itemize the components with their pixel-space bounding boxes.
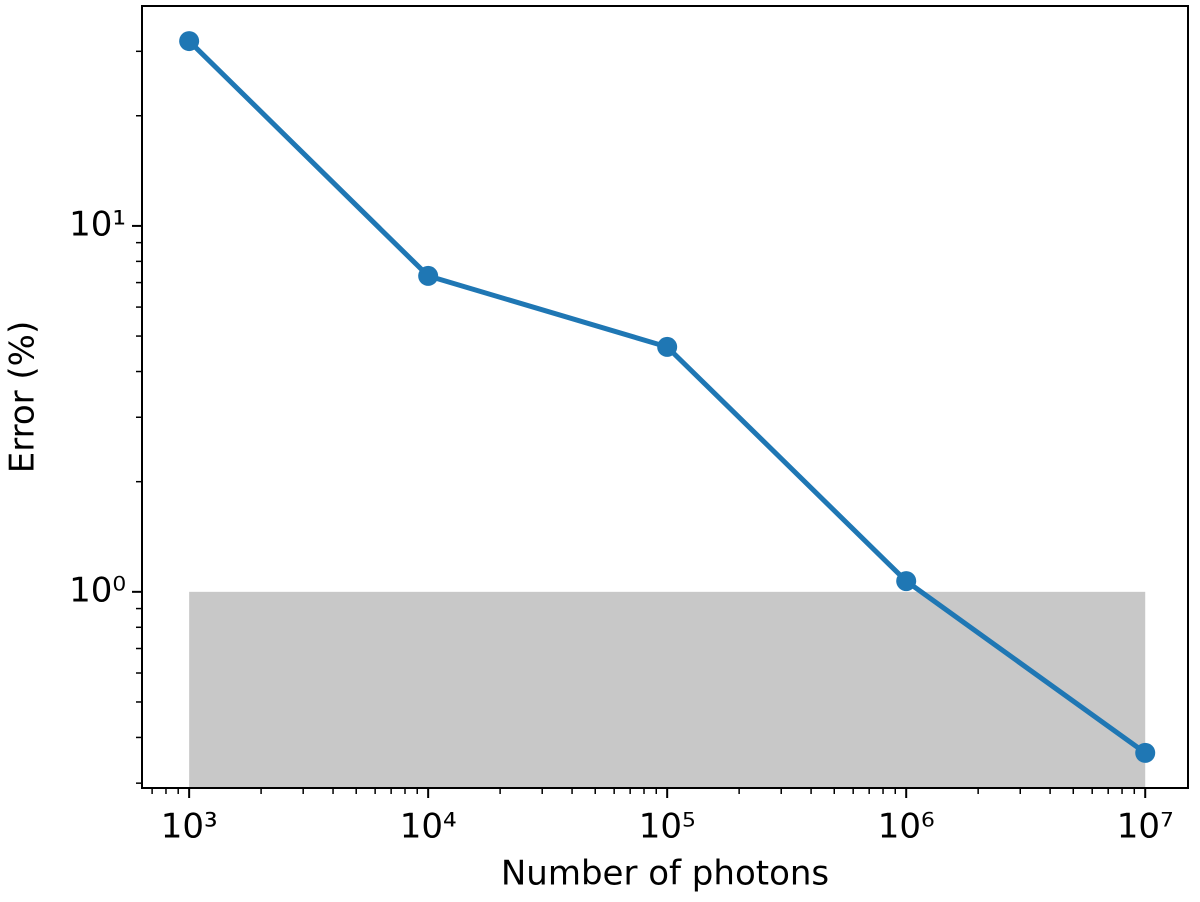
shaded-region (189, 591, 1146, 788)
axes-frame (141, 5, 1189, 789)
y-axis-label: Error (%) (3, 321, 43, 474)
marker (179, 31, 200, 52)
x-tick-label: 10⁷ (1117, 807, 1174, 847)
x-axis-label: Number of photons (501, 854, 829, 894)
marker (418, 265, 439, 286)
marker (896, 571, 917, 592)
x-tick-label: 10⁶ (878, 807, 935, 847)
x-tick-label: 10⁴ (400, 807, 457, 847)
y-tick-label: 10⁰ (69, 570, 126, 610)
x-tick-label: 10³ (161, 807, 218, 847)
marker (657, 336, 678, 357)
x-tick-label: 10⁵ (639, 807, 696, 847)
y-tick-label: 10¹ (69, 204, 126, 244)
marker (1135, 742, 1156, 763)
